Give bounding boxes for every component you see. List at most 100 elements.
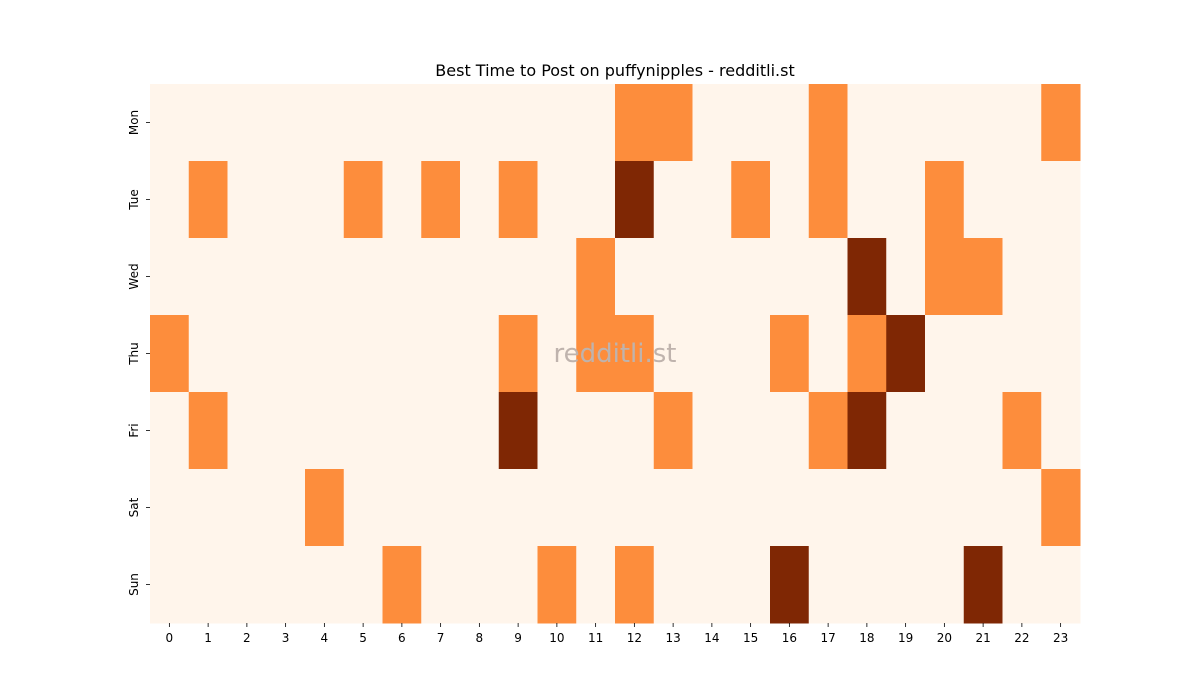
heatmap-cell-thu-7 — [421, 315, 461, 393]
heatmap-cell-sun-5 — [343, 546, 383, 624]
x-tick-label: 15 — [743, 631, 758, 645]
heatmap-cell-wed-6 — [382, 238, 422, 316]
y-tick-label: Mon — [127, 110, 141, 135]
heatmap-cell-tue-4 — [305, 161, 345, 239]
heatmap-cell-mon-14 — [692, 84, 732, 162]
heatmap-cell-sun-0 — [150, 546, 190, 624]
x-tick-label: 14 — [704, 631, 719, 645]
heatmap-cell-wed-14 — [692, 238, 732, 316]
heatmap-cell-tue-10 — [537, 161, 577, 239]
heatmap-cell-sun-23 — [1041, 546, 1081, 624]
heatmap-cell-fri-11 — [576, 392, 616, 470]
x-tick-label: 3 — [282, 631, 290, 645]
heatmap-cell-tue-19 — [886, 161, 926, 239]
heatmap-cell-sun-2 — [227, 546, 267, 624]
heatmap-cell-mon-17 — [808, 84, 848, 162]
heatmap-cell-fri-16 — [770, 392, 810, 470]
x-axis: 0 1 2 3 4 5 6 7 8 9 10 11 12 13 14 15 16 17 18 19 20 21 22 23 — [166, 623, 1068, 645]
heatmap-cell-sat-5 — [343, 469, 383, 547]
x-tick-label: 0 — [166, 631, 174, 645]
heatmap-cell-sun-18 — [847, 546, 887, 624]
heatmap-cell-wed-21 — [963, 238, 1003, 316]
heatmap-cell-sun-7 — [421, 546, 461, 624]
heatmap-cell-thu-12 — [615, 315, 655, 393]
y-tick-label: Sun — [127, 573, 141, 596]
heatmap-cell-mon-23 — [1041, 84, 1081, 162]
heatmap-cell-tue-15 — [731, 161, 771, 239]
heatmap-cell-sun-6 — [382, 546, 422, 624]
heatmap-cell-mon-4 — [305, 84, 345, 162]
heatmap-cell-sat-6 — [382, 469, 422, 547]
x-tick-label: 21 — [975, 631, 990, 645]
x-tick-label: 11 — [588, 631, 603, 645]
heatmap-cell-thu-18 — [847, 315, 887, 393]
heatmap-cell-sun-8 — [460, 546, 500, 624]
heatmap-cell-fri-9 — [498, 392, 538, 470]
heatmap-cell-thu-23 — [1041, 315, 1081, 393]
heatmap-cell-thu-1 — [188, 315, 228, 393]
x-tick-label: 8 — [476, 631, 484, 645]
heatmap-cell-wed-23 — [1041, 238, 1081, 316]
heatmap-cell-tue-3 — [266, 161, 306, 239]
heatmap-cell-sat-18 — [847, 469, 887, 547]
heatmap-cell-mon-11 — [576, 84, 616, 162]
x-tick-label: 1 — [204, 631, 212, 645]
heatmap-cell-mon-12 — [615, 84, 655, 162]
heatmap-cell-fri-8 — [460, 392, 500, 470]
heatmap-cell-fri-3 — [266, 392, 306, 470]
heatmap-cell-sat-1 — [188, 469, 228, 547]
heatmap-cell-wed-17 — [808, 238, 848, 316]
heatmap-cell-sat-23 — [1041, 469, 1081, 547]
heatmap-cell-wed-15 — [731, 238, 771, 316]
chart-title: Best Time to Post on puffynipples - redd… — [435, 61, 794, 80]
heatmap-cell-thu-21 — [963, 315, 1003, 393]
heatmap-cell-sat-10 — [537, 469, 577, 547]
heatmap-cell-wed-22 — [1002, 238, 1042, 316]
heatmap-cell-mon-22 — [1002, 84, 1042, 162]
heatmap-cell-mon-0 — [150, 84, 190, 162]
heatmap-cell-wed-13 — [653, 238, 693, 316]
heatmap-cell-fri-2 — [227, 392, 267, 470]
heatmap-cell-wed-9 — [498, 238, 538, 316]
heatmap-cell-wed-11 — [576, 238, 616, 316]
heatmap-cell-sun-22 — [1002, 546, 1042, 624]
y-tick-label: Sat — [127, 497, 141, 517]
heatmap-cell-fri-23 — [1041, 392, 1081, 470]
heatmap-cell-fri-17 — [808, 392, 848, 470]
heatmap-cell-sat-20 — [925, 469, 965, 547]
heatmap-cell-tue-9 — [498, 161, 538, 239]
heatmap-cell-mon-7 — [421, 84, 461, 162]
heatmap-cell-thu-16 — [770, 315, 810, 393]
heatmap-cell-fri-19 — [886, 392, 926, 470]
y-tick-label: Fri — [127, 423, 141, 437]
heatmap-cell-thu-15 — [731, 315, 771, 393]
heatmap-cell-tue-23 — [1041, 161, 1081, 239]
heatmap-cell-fri-4 — [305, 392, 345, 470]
heatmap-cell-fri-1 — [188, 392, 228, 470]
heatmap-cell-sat-22 — [1002, 469, 1042, 547]
heatmap-cell-mon-2 — [227, 84, 267, 162]
heatmap-cell-sat-16 — [770, 469, 810, 547]
heatmap-cells — [150, 84, 1081, 624]
y-tick-label: Tue — [127, 189, 141, 211]
heatmap-cell-fri-21 — [963, 392, 1003, 470]
heatmap-cell-wed-4 — [305, 238, 345, 316]
heatmap-cell-thu-9 — [498, 315, 538, 393]
heatmap-cell-thu-10 — [537, 315, 577, 393]
heatmap-cell-wed-18 — [847, 238, 887, 316]
x-tick-label: 9 — [514, 631, 522, 645]
heatmap-cell-thu-8 — [460, 315, 500, 393]
heatmap-cell-sun-20 — [925, 546, 965, 624]
heatmap-cell-thu-22 — [1002, 315, 1042, 393]
heatmap-cell-fri-20 — [925, 392, 965, 470]
x-tick-label: 7 — [437, 631, 445, 645]
heatmap-cell-sat-11 — [576, 469, 616, 547]
heatmap-cell-fri-10 — [537, 392, 577, 470]
heatmap-cell-wed-8 — [460, 238, 500, 316]
heatmap-cell-tue-12 — [615, 161, 655, 239]
heatmap-cell-thu-6 — [382, 315, 422, 393]
heatmap-cell-fri-14 — [692, 392, 732, 470]
heatmap-cell-thu-5 — [343, 315, 383, 393]
x-tick-label: 5 — [359, 631, 367, 645]
heatmap-cell-thu-13 — [653, 315, 693, 393]
